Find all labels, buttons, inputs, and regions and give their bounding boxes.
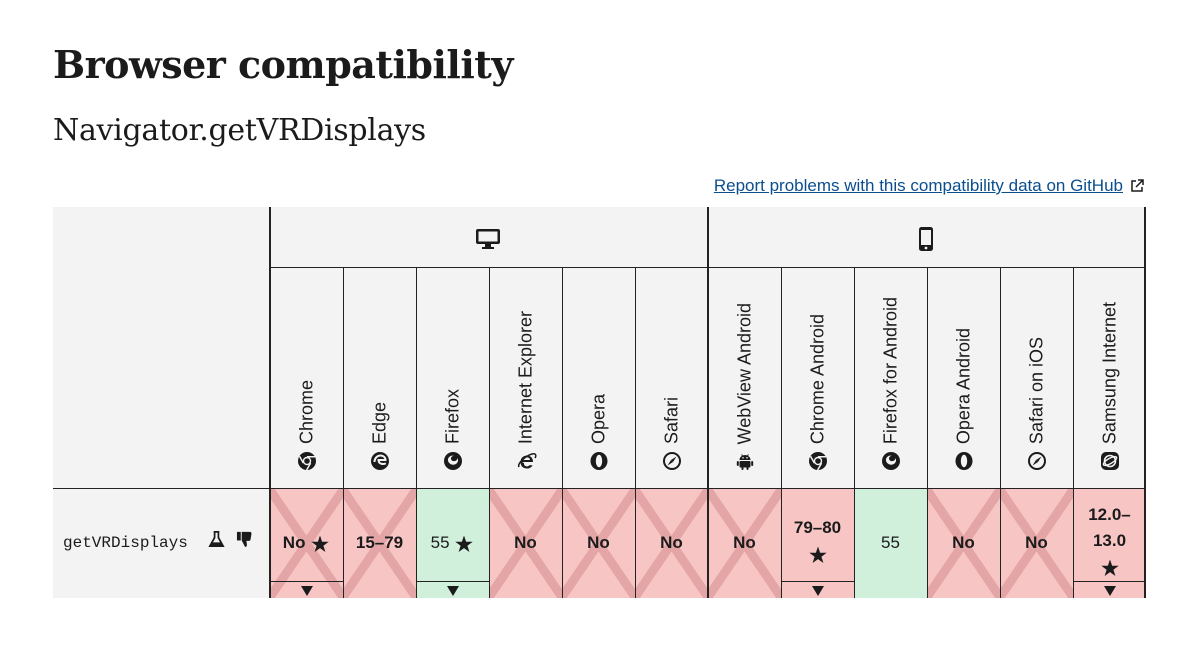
expand-toggle-icon[interactable]: [416, 581, 489, 598]
column-divider: [781, 268, 782, 598]
support-cell: No: [562, 489, 635, 598]
support-cell[interactable]: 79–80: [781, 489, 854, 598]
browser-header: Safari on iOS: [1000, 268, 1073, 488]
external-link-icon[interactable]: [1129, 178, 1145, 194]
feature-heading: Navigator.getVRDisplays: [53, 113, 426, 148]
support-cell: No: [489, 489, 562, 598]
support-value: No: [587, 533, 610, 552]
browser-name: Edge: [369, 401, 389, 444]
browser-header: Chrome: [270, 268, 343, 488]
expand-toggle-icon[interactable]: [270, 581, 343, 598]
platform-column-divider: [707, 207, 709, 598]
support-cell[interactable]: 12.0– 13.0: [1073, 489, 1146, 598]
support-value: No: [733, 533, 756, 552]
expand-toggle-icon[interactable]: [1073, 581, 1146, 598]
browser-name: Chrome: [296, 379, 316, 444]
column-divider: [416, 268, 417, 598]
experimental-icon: [207, 530, 226, 554]
no-support-cross: [489, 489, 562, 598]
column-divider: [1144, 207, 1146, 598]
column-divider: [489, 268, 490, 598]
browser-name: Opera: [588, 393, 608, 444]
firefox-icon: [881, 451, 901, 471]
browser-name: Chrome Android: [807, 313, 827, 444]
column-divider: [854, 268, 855, 598]
column-divider: [635, 268, 636, 598]
support-cell: No: [708, 489, 781, 598]
browser-header: Chrome Android: [781, 268, 854, 488]
browser-header: Opera: [562, 268, 635, 488]
expand-toggle-icon[interactable]: [781, 581, 854, 598]
safari-icon: [1027, 451, 1047, 471]
support-cell[interactable]: No: [270, 489, 343, 598]
ie-icon: [516, 451, 537, 471]
support-value: 12.0– 13.0: [1073, 502, 1146, 580]
compatibility-table: Chrome Edge Firefox Internet Explorer Opera S…: [53, 207, 1146, 598]
column-divider: [927, 268, 928, 598]
report-problems-link[interactable]: Report problems with this compatibility …: [713, 176, 1123, 195]
opera-icon: [954, 451, 974, 471]
support-value: No: [1025, 533, 1048, 552]
browser-header: Safari: [635, 268, 708, 488]
browser-header: Firefox: [416, 268, 489, 488]
browser-name: Samsung Internet: [1099, 301, 1119, 444]
support-value: No: [660, 533, 683, 552]
browser-header: Edge: [343, 268, 416, 488]
support-value: No: [270, 530, 343, 556]
support-cell: No: [927, 489, 1000, 598]
browser-header: Firefox for Android: [854, 268, 927, 488]
no-support-cross: [708, 489, 781, 598]
support-value: 55: [881, 533, 900, 552]
mobile-icon: [918, 226, 934, 257]
browser-name: WebView Android: [734, 302, 754, 444]
feature-name[interactable]: getVRDisplays: [63, 534, 188, 552]
support-value: 55: [416, 530, 489, 556]
deprecated-icon: [236, 530, 255, 554]
browser-name: Safari: [661, 396, 681, 444]
no-support-cross: [562, 489, 635, 598]
safari-icon: [662, 451, 682, 471]
chrome-icon: [808, 451, 828, 471]
column-divider: [343, 268, 344, 598]
browser-name: Safari on iOS: [1026, 336, 1046, 444]
edge-icon: [370, 451, 390, 471]
support-value: No: [514, 533, 537, 552]
browser-header: Internet Explorer: [489, 268, 562, 488]
no-support-cross: [635, 489, 708, 598]
column-divider: [269, 207, 271, 598]
samsung-icon: [1100, 451, 1120, 471]
browser-header: Opera Android: [927, 268, 1000, 488]
browser-name: Firefox: [442, 388, 462, 444]
support-cell: No: [635, 489, 708, 598]
android-icon: [735, 451, 755, 471]
support-cell: 55: [854, 489, 927, 598]
firefox-icon: [443, 451, 463, 471]
column-divider: [1000, 268, 1001, 598]
support-cell[interactable]: 55: [416, 489, 489, 598]
support-value: 15–79: [355, 533, 404, 552]
no-support-cross: [927, 489, 1000, 598]
support-value: 79–80: [781, 515, 854, 567]
no-support-cross: [343, 489, 416, 598]
column-divider: [562, 268, 563, 598]
support-cell: No: [1000, 489, 1073, 598]
report-problems: Report problems with this compatibility …: [714, 176, 1145, 196]
header-divider: [53, 488, 1146, 489]
no-support-cross: [1000, 489, 1073, 598]
browser-name: Internet Explorer: [515, 310, 535, 444]
desktop-icon: [475, 228, 501, 255]
browser-name: Firefox for Android: [880, 296, 900, 444]
column-divider: [1073, 268, 1074, 598]
browser-header: Samsung Internet: [1073, 268, 1146, 488]
support-cell: 15–79: [343, 489, 416, 598]
browser-name: Opera Android: [953, 327, 973, 444]
browser-header: WebView Android: [708, 268, 781, 488]
page-title: Browser compatibility: [53, 42, 513, 87]
opera-icon: [589, 451, 609, 471]
chrome-icon: [297, 451, 317, 471]
support-value: No: [952, 533, 975, 552]
